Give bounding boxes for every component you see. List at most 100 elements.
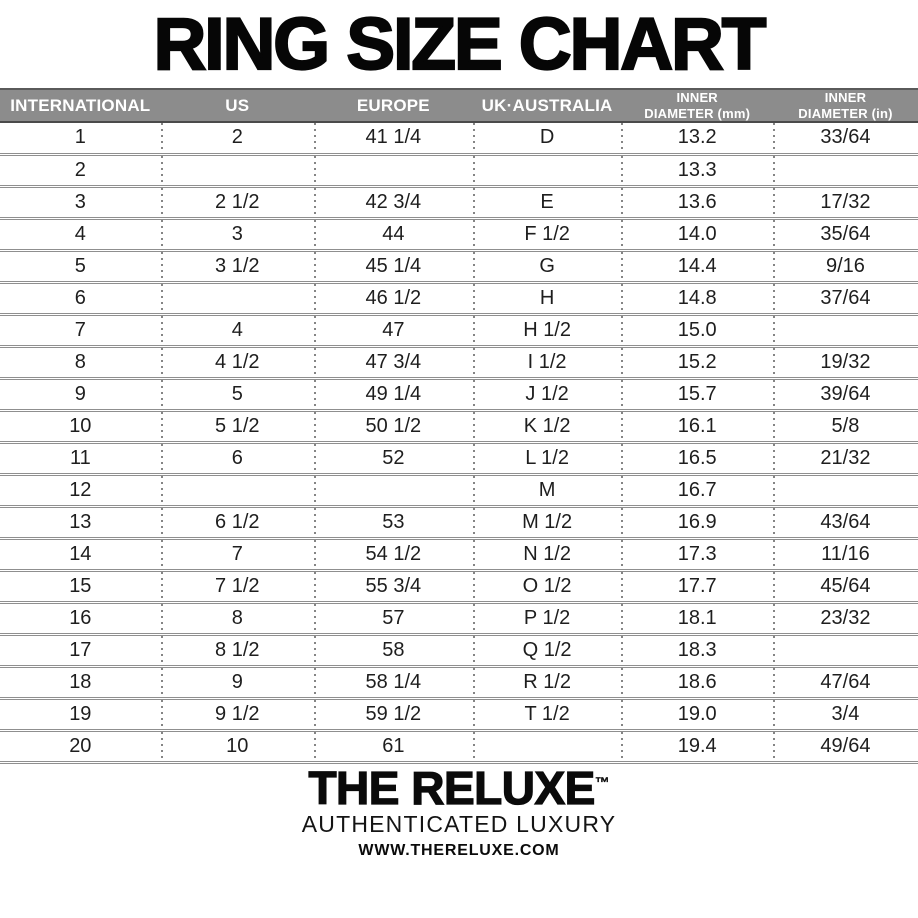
table-cell: J 1/2 [472, 378, 622, 412]
table-cell: 11 [0, 442, 161, 476]
table-cell: M 1/2 [472, 506, 622, 540]
table-cell: 5 [160, 378, 314, 412]
table-cell: N 1/2 [472, 538, 622, 572]
table-cell [160, 474, 314, 508]
table-cell: 19.4 [621, 730, 773, 764]
column-header: UK·AUSTRALIA [472, 87, 622, 124]
table-cell: 43/64 [772, 506, 918, 540]
table-cell [772, 474, 918, 508]
table-cell: D [472, 122, 622, 156]
table-cell: 33/64 [772, 122, 918, 156]
table-cell: 17 [0, 634, 161, 668]
table-cell: 14.8 [621, 282, 773, 316]
table-row: 9 5 49 1/4 J 1/2 15.7 39/64 [0, 378, 918, 412]
table-cell: 4 [0, 218, 161, 252]
table-cell: 57 [313, 602, 473, 636]
table-cell: Q 1/2 [472, 634, 622, 668]
table-cell: 19/32 [772, 346, 918, 380]
table-cell: 52 [313, 442, 473, 476]
table-cell: 20 [0, 730, 161, 764]
table-cell: R 1/2 [472, 666, 622, 700]
table-cell: 8 [0, 346, 161, 380]
table-cell: 10 [0, 410, 161, 444]
table-row: 11 6 52 L 1/2 16.5 21/32 [0, 442, 918, 476]
table-cell: G [472, 250, 622, 284]
table-cell: 14.0 [621, 218, 773, 252]
column-header: EUROPE [313, 87, 473, 124]
table-cell: 16.9 [621, 506, 773, 540]
page-title: RING SIZE CHART [152, 4, 767, 85]
table-cell: 6 [160, 442, 314, 476]
table-cell: 6 [0, 282, 161, 316]
table-body: 1 2 41 1/4 D 13.2 33/64 2 13.3 3 2 1/2 42 3/4 E 13.6… [0, 122, 918, 764]
table-cell: 18 [0, 666, 161, 700]
table-cell: 9 [0, 378, 161, 412]
table-cell: 7 1/2 [160, 570, 314, 604]
table-cell: 35/64 [772, 218, 918, 252]
table-row: 12 M 16.7 [0, 474, 918, 508]
table-cell: 7 [160, 538, 314, 572]
table-row: 10 5 1/2 50 1/2 K 1/2 16.1 5/8 [0, 410, 918, 444]
table-cell: 13.2 [621, 122, 773, 156]
table-cell: 3/4 [772, 698, 918, 732]
table-cell: 59 1/2 [313, 698, 473, 732]
column-header: INTERNATIONAL [0, 87, 161, 124]
column-header: INNER DIAMETER (in) [772, 87, 918, 124]
table-cell: 58 1/4 [313, 666, 473, 700]
table-cell: 47/64 [772, 666, 918, 700]
table-row: 1 2 41 1/4 D 13.2 33/64 [0, 122, 918, 156]
table-cell: 6 1/2 [160, 506, 314, 540]
table-header-row: INTERNATIONAL US EUROPE UK·AUSTRALIA INNER D… [0, 87, 918, 124]
table-row: 16 8 57 P 1/2 18.1 23/32 [0, 602, 918, 636]
table-row: 6 46 1/2 H 14.8 37/64 [0, 282, 918, 316]
table-cell: 3 1/2 [160, 250, 314, 284]
table-cell: 16.1 [621, 410, 773, 444]
table-cell: 46 1/2 [313, 282, 473, 316]
table-row: 18 9 58 1/4 R 1/2 18.6 47/64 [0, 666, 918, 700]
table-cell: F 1/2 [472, 218, 622, 252]
table-cell: 9 1/2 [160, 698, 314, 732]
table-cell: 13.3 [621, 154, 773, 188]
table-cell: H 1/2 [472, 314, 622, 348]
table-cell [772, 154, 918, 188]
table-cell: 17.3 [621, 538, 773, 572]
table-row: 15 7 1/2 55 3/4 O 1/2 17.7 45/64 [0, 570, 918, 604]
table-cell: 18.3 [621, 634, 773, 668]
table-cell: 37/64 [772, 282, 918, 316]
table-cell: 54 1/2 [313, 538, 473, 572]
table-cell: P 1/2 [472, 602, 622, 636]
table-row: 13 6 1/2 53 M 1/2 16.9 43/64 [0, 506, 918, 540]
table-cell: 12 [0, 474, 161, 508]
table-cell: 11/16 [772, 538, 918, 572]
table-cell: 2 [160, 122, 314, 156]
table-cell: 16.5 [621, 442, 773, 476]
table-cell: 47 [313, 314, 473, 348]
table-cell: 15 [0, 570, 161, 604]
column-header: US [160, 87, 314, 124]
table-cell: 42 3/4 [313, 186, 473, 220]
table-cell: 55 3/4 [313, 570, 473, 604]
table-cell: 10 [160, 730, 314, 764]
table-cell [160, 282, 314, 316]
table-cell: 9 [160, 666, 314, 700]
table-cell: 49/64 [772, 730, 918, 764]
table-cell: 17.7 [621, 570, 773, 604]
table-cell: 5 1/2 [160, 410, 314, 444]
table-cell: 61 [313, 730, 473, 764]
table-cell: 8 [160, 602, 314, 636]
table-cell: 47 3/4 [313, 346, 473, 380]
table-cell: L 1/2 [472, 442, 622, 476]
table-cell: 19.0 [621, 698, 773, 732]
table-cell: 1 [0, 122, 161, 156]
table-cell: 15.0 [621, 314, 773, 348]
table-cell [772, 634, 918, 668]
table-cell: I 1/2 [472, 346, 622, 380]
table-cell: 45/64 [772, 570, 918, 604]
table-cell: 3 [160, 218, 314, 252]
table-cell: 15.7 [621, 378, 773, 412]
table-cell: 14.4 [621, 250, 773, 284]
table-cell: 16.7 [621, 474, 773, 508]
